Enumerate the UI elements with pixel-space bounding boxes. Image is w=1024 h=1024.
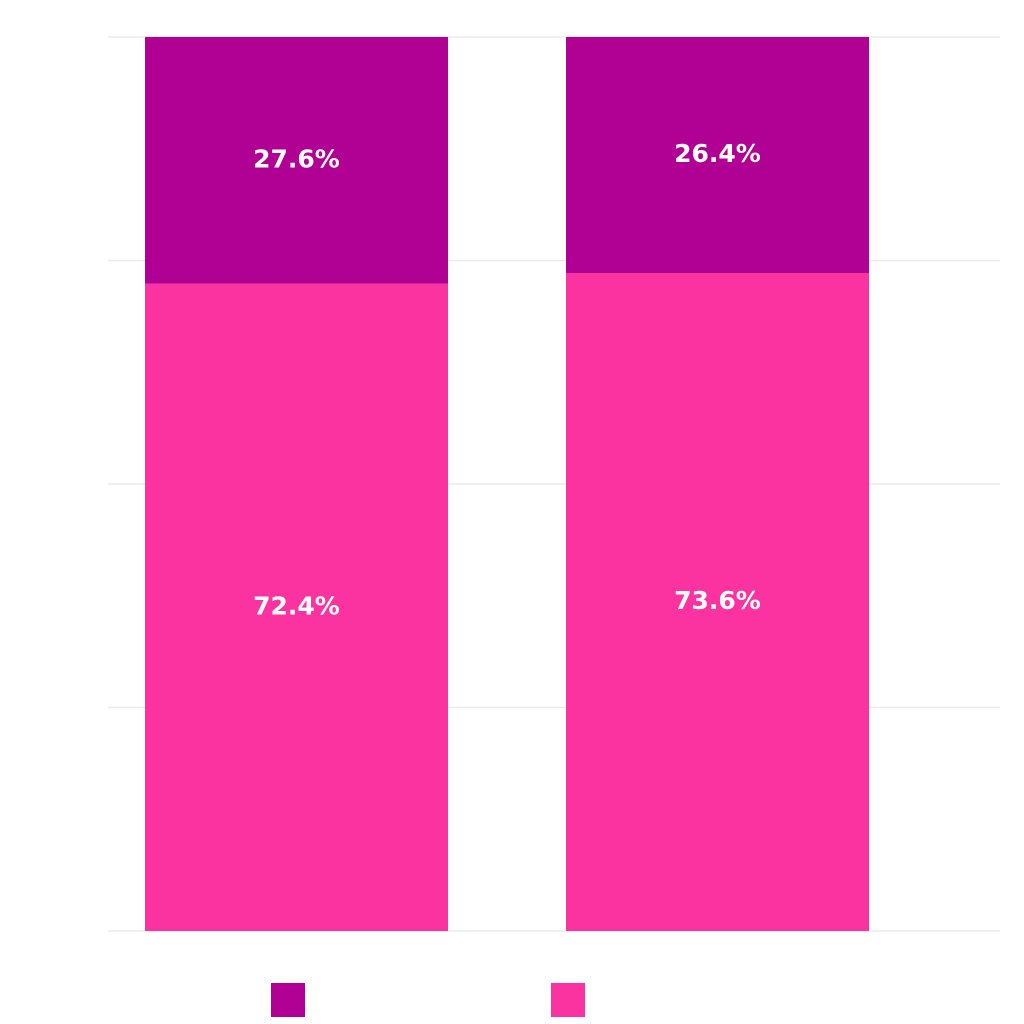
bar-segment (145, 283, 448, 931)
value-label: 27.6% (253, 144, 340, 173)
bar-segment (145, 37, 448, 284)
value-label: 72.4% (253, 591, 340, 620)
value-label: 26.4% (674, 139, 761, 168)
legend-swatch (271, 983, 305, 1017)
bar-segment (566, 37, 869, 274)
bar-segment (566, 273, 869, 931)
legend-swatch (551, 983, 585, 1017)
value-label: 73.6% (674, 586, 761, 615)
